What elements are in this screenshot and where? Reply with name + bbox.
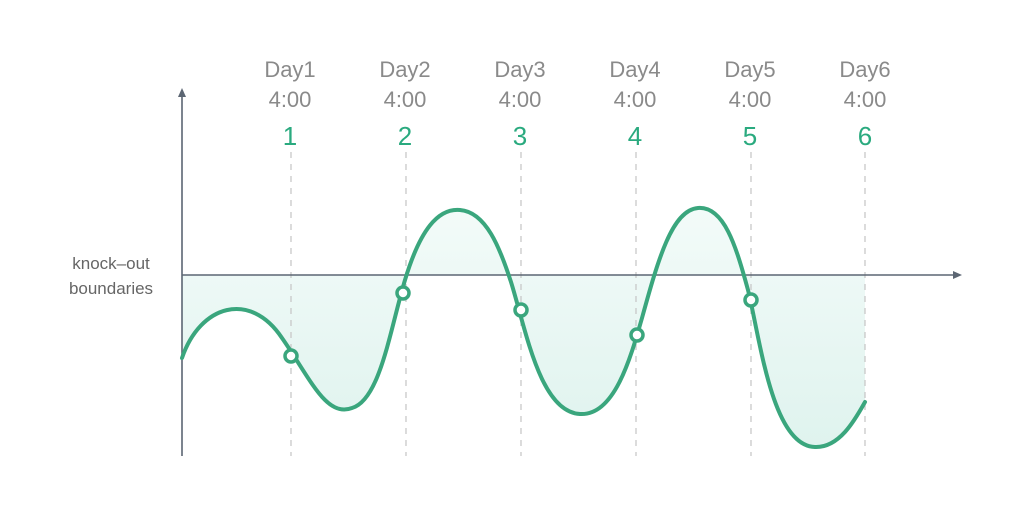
day-column-3: Day3 4:00 3 [475,55,565,153]
day-markers [283,285,759,364]
day-column-4: Day4 4:00 4 [590,55,680,153]
day-column-1: Day1 4:00 1 [245,55,335,153]
day-column-5: Day5 4:00 5 [705,55,795,153]
boundary-label: knock–out boundaries [50,251,172,301]
day-marker-5 [743,292,759,308]
time-label: 4:00 [728,87,772,112]
day-label: Day3 [494,57,546,82]
time-label: 4:00 [383,87,427,112]
day-number: 1 [282,121,298,151]
day-column-6: Day6 4:00 6 [820,55,910,153]
day-column-2: Day2 4:00 2 [360,55,450,153]
day-number: 3 [512,121,528,151]
day-marker-2 [395,285,411,301]
boundary-line-arrow [953,271,962,279]
day-label: Day4 [609,57,661,82]
time-label: 4:00 [843,87,887,112]
day-marker-4 [629,327,645,343]
day-label: Day2 [379,57,431,82]
day-label: Day5 [724,57,776,82]
boundary-label-line-2: boundaries [68,279,154,298]
day-number: 6 [857,121,873,151]
day-marker-3 [513,302,529,318]
day-number: 4 [627,121,643,151]
time-label: 4:00 [268,87,312,112]
day-number: 2 [397,121,413,151]
day-label: Day1 [264,57,316,82]
day-label: Day6 [839,57,891,82]
area-fill [182,207,865,448]
time-label: 4:00 [498,87,542,112]
day-number: 5 [742,121,758,151]
day-marker-1 [283,348,299,364]
time-label: 4:00 [613,87,657,112]
y-axis-arrow [178,88,186,97]
boundary-label-line-1: knock–out [72,254,150,273]
